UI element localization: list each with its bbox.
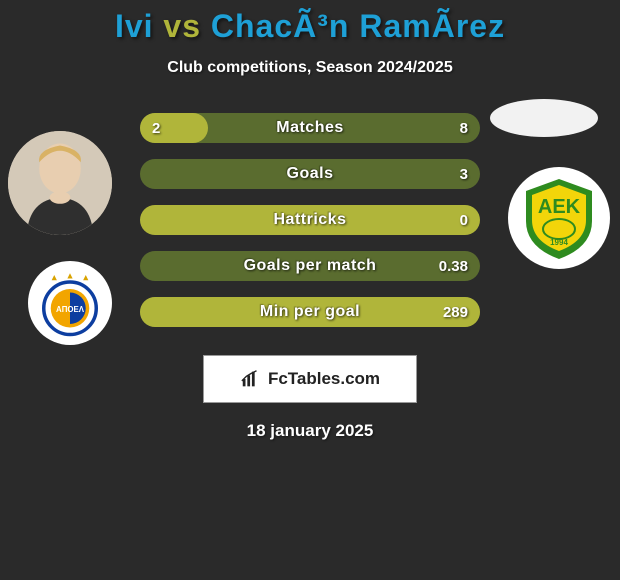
svg-text:ΑΠΟΕΛ: ΑΠΟΕΛ (56, 305, 85, 314)
stat-bar-goals: Goals 3 (140, 159, 480, 189)
stat-bars: 2 Matches 8 Goals 3 Hattricks 0 Goals pe… (140, 113, 480, 327)
stat-value-right: 8 (460, 120, 468, 137)
stat-bar-matches: 2 Matches 8 (140, 113, 480, 143)
title-vs: vs (163, 8, 201, 44)
player-placeholder-icon (8, 131, 112, 235)
brand-badge[interactable]: FcTables.com (203, 355, 417, 403)
club-badge-left: ΑΠΟΕΛ (28, 261, 112, 345)
stat-value-right: 289 (443, 304, 468, 321)
stat-label: Hattricks (140, 211, 480, 229)
svg-text:AEK: AEK (538, 196, 581, 218)
stat-label: Goals (140, 165, 480, 183)
avatar-player-right (490, 99, 598, 137)
stat-label: Goals per match (140, 257, 480, 275)
title-player-left: Ivi (115, 8, 163, 44)
apoel-badge-icon: ΑΠΟΕΛ (35, 268, 105, 338)
stat-value-right: 3 (460, 166, 468, 183)
stat-bar-goals-per-match: Goals per match 0.38 (140, 251, 480, 281)
stat-label: Min per goal (140, 303, 480, 321)
comparison-panel: ΑΠΟΕΛ AEK 1994 2 Matches 8 Goals 3 Hat (0, 113, 620, 441)
stat-value-right: 0.38 (439, 258, 468, 275)
svg-text:1994: 1994 (550, 238, 568, 247)
stat-bar-hattricks: Hattricks 0 (140, 205, 480, 235)
date-label: 18 january 2025 (0, 421, 620, 441)
stat-value-right: 0 (460, 212, 468, 229)
stat-bar-min-per-goal: Min per goal 289 (140, 297, 480, 327)
club-badge-right: AEK 1994 (508, 167, 610, 269)
brand-text: FcTables.com (268, 369, 380, 389)
title-player-right: ChacÃ³n RamÃ­rez (201, 8, 505, 44)
aek-badge-icon: AEK 1994 (514, 173, 604, 263)
subtitle: Club competitions, Season 2024/2025 (0, 59, 620, 77)
bar-chart-icon (240, 368, 262, 390)
avatar-player-left (8, 131, 112, 235)
page-title: Ivi vs ChacÃ³n RamÃ­rez (0, 0, 620, 45)
stat-label: Matches (140, 119, 480, 137)
